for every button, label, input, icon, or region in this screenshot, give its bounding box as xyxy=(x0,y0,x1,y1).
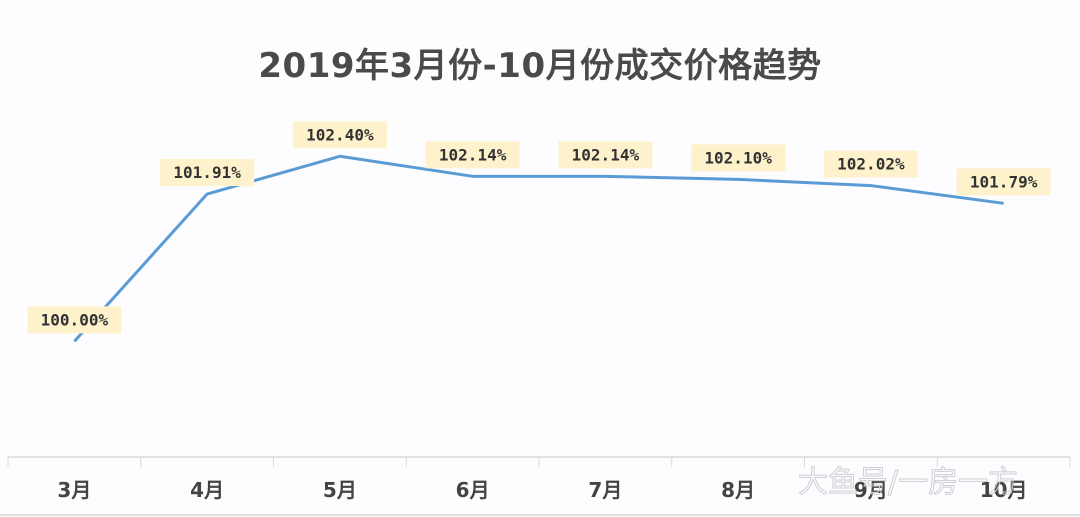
data-label-bg xyxy=(956,168,1051,196)
x-tick-label: 7月 xyxy=(588,478,622,502)
data-label-bg xyxy=(27,306,122,334)
data-label-bg xyxy=(160,159,255,187)
watermark: 大鱼号/一房一方 xyxy=(798,465,1018,500)
x-tick-label: 4月 xyxy=(190,478,224,502)
x-tick-label: 5月 xyxy=(323,478,357,502)
x-tick-label: 3月 xyxy=(57,478,91,502)
series-line xyxy=(73,154,1004,343)
x-tick-label: 10月 xyxy=(980,478,1028,502)
chart-title: 2019年3月份-10月份成交价格趋势 xyxy=(258,46,822,86)
data-label-bg xyxy=(425,141,520,169)
x-tick-label: 9月 xyxy=(854,478,888,502)
data-label: 100.00% xyxy=(41,310,109,329)
data-label-bg xyxy=(691,144,786,172)
data-label-bg xyxy=(823,150,918,178)
x-tick-label: 6月 xyxy=(456,478,490,502)
data-label: 102.14% xyxy=(439,145,507,164)
data-label-bg xyxy=(292,121,387,149)
data-label: 102.10% xyxy=(704,148,772,167)
data-label: 101.91% xyxy=(173,163,241,182)
data-label-bg xyxy=(558,141,653,169)
data-label: 102.40% xyxy=(306,125,374,144)
data-label: 102.02% xyxy=(837,155,905,174)
data-label: 102.14% xyxy=(572,145,640,164)
x-tick-label: 8月 xyxy=(721,478,755,502)
data-label: 101.79% xyxy=(970,172,1038,191)
